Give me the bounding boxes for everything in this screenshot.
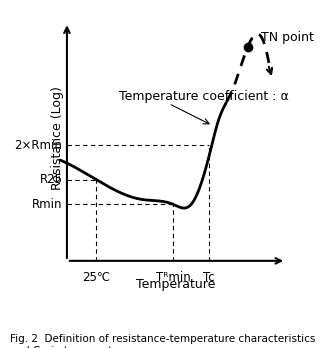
Text: 25℃: 25℃ [82,271,111,284]
Text: Temperature coefficient : α: Temperature coefficient : α [119,90,289,103]
Text: 2×Rmin: 2×Rmin [14,139,62,152]
Text: Tc: Tc [203,271,215,284]
Text: Rmin: Rmin [32,198,62,211]
Text: Fig. 2  Definition of resistance-temperature characteristics
and Curie temperatu: Fig. 2 Definition of resistance-temperat… [10,334,315,348]
Text: Temperature: Temperature [136,278,215,291]
Text: TN point: TN point [261,31,314,44]
Text: R25: R25 [40,173,62,186]
Text: Tᴿmin: Tᴿmin [156,271,191,284]
Text: Resistance (Log): Resistance (Log) [51,86,64,190]
